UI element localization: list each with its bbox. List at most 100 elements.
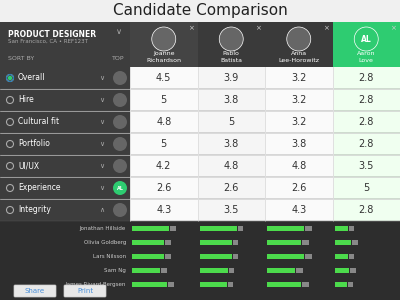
Bar xyxy=(166,254,171,259)
Bar xyxy=(0,111,130,133)
Text: 3.8: 3.8 xyxy=(291,139,306,149)
Bar xyxy=(332,155,400,177)
Bar xyxy=(198,199,265,221)
Bar xyxy=(168,282,174,287)
Text: ×: × xyxy=(323,25,328,31)
Text: UI/UX: UI/UX xyxy=(18,161,39,170)
Bar xyxy=(267,226,304,231)
Circle shape xyxy=(113,203,127,217)
Text: ∧: ∧ xyxy=(100,207,104,213)
Bar xyxy=(198,155,265,177)
Text: Lars Nilsson: Lars Nilsson xyxy=(93,254,126,259)
Bar xyxy=(332,67,400,89)
Bar xyxy=(267,240,301,245)
FancyBboxPatch shape xyxy=(14,285,56,297)
Bar xyxy=(132,226,169,231)
Bar xyxy=(334,240,351,245)
Bar xyxy=(132,282,167,287)
Bar xyxy=(332,89,400,111)
Bar xyxy=(265,133,332,155)
Text: ∨: ∨ xyxy=(100,163,104,169)
Text: 5: 5 xyxy=(228,117,234,127)
Text: Integrity: Integrity xyxy=(18,206,51,214)
Text: AL: AL xyxy=(361,34,372,43)
Text: TOP: TOP xyxy=(112,56,124,61)
Bar xyxy=(265,22,332,67)
Bar xyxy=(302,282,308,287)
Bar xyxy=(352,240,358,245)
Text: 4.3: 4.3 xyxy=(156,205,171,215)
Text: 3.9: 3.9 xyxy=(224,73,239,83)
Text: 2.6: 2.6 xyxy=(291,183,306,193)
Text: 2.8: 2.8 xyxy=(358,117,374,127)
Bar xyxy=(348,282,353,287)
Bar xyxy=(200,226,237,231)
Bar xyxy=(130,133,198,155)
Text: ∨: ∨ xyxy=(100,119,104,125)
Text: San Francisco, CA • REF123T: San Francisco, CA • REF123T xyxy=(8,39,88,44)
Circle shape xyxy=(219,27,243,51)
Text: 3.2: 3.2 xyxy=(291,95,306,105)
Bar xyxy=(349,226,354,231)
FancyBboxPatch shape xyxy=(64,285,106,297)
Text: 4.5: 4.5 xyxy=(156,73,172,83)
Bar xyxy=(334,254,348,259)
Text: Pablo
Batista: Pablo Batista xyxy=(220,51,242,63)
Bar xyxy=(130,199,198,221)
Bar xyxy=(350,268,356,273)
Text: Aaron
Love: Aaron Love xyxy=(357,51,376,63)
Bar xyxy=(198,111,265,133)
Text: 4.8: 4.8 xyxy=(224,161,239,171)
Bar xyxy=(198,133,265,155)
FancyBboxPatch shape xyxy=(0,0,400,22)
Text: Cultural fit: Cultural fit xyxy=(18,118,59,127)
Text: SORT BY: SORT BY xyxy=(8,56,34,61)
Bar xyxy=(170,226,176,231)
Bar xyxy=(0,177,130,199)
Text: Experience: Experience xyxy=(18,184,60,193)
Bar xyxy=(302,240,308,245)
Text: Jonathan Hillside: Jonathan Hillside xyxy=(80,226,126,231)
Bar xyxy=(132,240,164,245)
Text: Joanne
Richardson: Joanne Richardson xyxy=(146,51,181,63)
Text: 5: 5 xyxy=(161,95,167,105)
Bar xyxy=(305,254,312,259)
Bar xyxy=(130,22,198,67)
Text: PRODUCT DESIGNER: PRODUCT DESIGNER xyxy=(8,30,96,39)
Text: 3.5: 3.5 xyxy=(224,205,239,215)
Text: Overall: Overall xyxy=(18,74,46,82)
Circle shape xyxy=(287,27,311,51)
Text: 4.8: 4.8 xyxy=(291,161,306,171)
Text: ∨: ∨ xyxy=(100,97,104,103)
Circle shape xyxy=(113,93,127,107)
Text: 3.2: 3.2 xyxy=(291,117,306,127)
Bar xyxy=(200,254,232,259)
Bar xyxy=(198,22,265,67)
Bar xyxy=(130,67,400,221)
Bar xyxy=(332,199,400,221)
Text: ∨: ∨ xyxy=(100,141,104,147)
Text: James Rivard-Bergsen: James Rivard-Bergsen xyxy=(66,282,126,287)
Text: ×: × xyxy=(390,25,396,31)
Bar xyxy=(265,89,332,111)
Bar xyxy=(0,199,130,221)
Circle shape xyxy=(152,27,176,51)
Bar xyxy=(265,67,332,89)
Text: 5: 5 xyxy=(161,139,167,149)
Text: 3.8: 3.8 xyxy=(224,95,239,105)
Bar xyxy=(132,268,160,273)
Bar xyxy=(334,268,349,273)
Bar xyxy=(132,254,164,259)
Bar xyxy=(265,155,332,177)
Text: ∨: ∨ xyxy=(100,185,104,191)
Circle shape xyxy=(113,159,127,173)
Bar xyxy=(233,240,238,245)
Bar xyxy=(332,111,400,133)
Bar xyxy=(200,240,232,245)
Text: 2.8: 2.8 xyxy=(358,139,374,149)
Text: AL: AL xyxy=(116,185,124,190)
Bar xyxy=(0,22,130,300)
Bar xyxy=(349,254,354,259)
Bar xyxy=(238,226,243,231)
Bar xyxy=(200,282,226,287)
